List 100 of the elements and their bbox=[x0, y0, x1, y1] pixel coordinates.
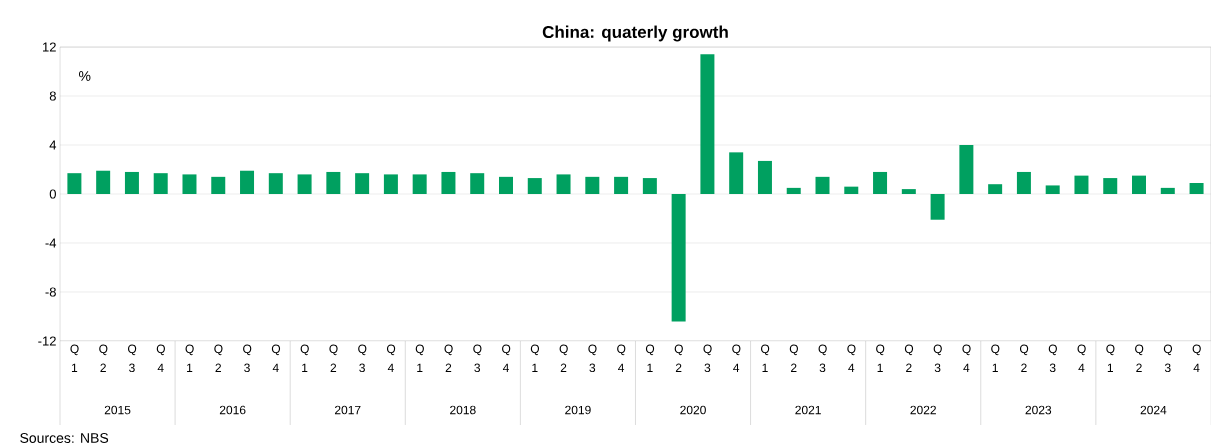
bar bbox=[642, 178, 657, 194]
bar bbox=[930, 194, 945, 220]
x-tick-label: Q 3 bbox=[358, 344, 367, 373]
bar bbox=[873, 171, 888, 194]
text: 2017 bbox=[334, 405, 361, 415]
bar bbox=[844, 186, 859, 194]
bar bbox=[1160, 187, 1175, 194]
bar bbox=[671, 194, 686, 322]
x-tick-label: Q 2 bbox=[329, 344, 338, 372]
x-tick-label: Q 1 bbox=[645, 344, 655, 372]
bar bbox=[124, 171, 139, 194]
bar bbox=[412, 174, 427, 194]
text: 2015 bbox=[104, 405, 131, 415]
x-tick-label: Q 2 bbox=[1019, 344, 1029, 372]
x-tick-label: Q 4 bbox=[271, 344, 281, 372]
bar bbox=[1189, 182, 1204, 194]
text: 2016 bbox=[219, 405, 246, 415]
x-tick-label: Q 2 bbox=[674, 344, 683, 372]
bar bbox=[815, 176, 830, 194]
x-tick-label: Q 1 bbox=[300, 344, 309, 372]
x-tick-label: Q 1 bbox=[876, 344, 885, 372]
bar bbox=[355, 173, 370, 194]
x-tick-label: Q 1 bbox=[70, 344, 79, 372]
y-tick-label: -8 bbox=[45, 287, 56, 297]
text: 2024 bbox=[1140, 405, 1167, 415]
bar bbox=[1045, 185, 1060, 194]
bar bbox=[901, 189, 916, 194]
text: 2018 bbox=[450, 405, 476, 415]
bar bbox=[268, 173, 283, 194]
bar bbox=[786, 187, 801, 194]
x-tick-label: Q 3 bbox=[128, 344, 137, 373]
bar bbox=[757, 160, 772, 194]
bar bbox=[441, 171, 456, 194]
x-tick-label: Q 4 bbox=[502, 344, 511, 372]
x-tick-label: Q 4 bbox=[732, 344, 741, 372]
x-tick-label: Q 4 bbox=[386, 344, 396, 372]
bar bbox=[988, 184, 1003, 194]
x-tick-label: Q 1 bbox=[185, 344, 194, 372]
x-tick-label: Q 3 bbox=[473, 344, 482, 373]
bar bbox=[729, 152, 744, 194]
y-tick-label: 0 bbox=[49, 189, 56, 199]
x-tick-label: Q 1 bbox=[415, 344, 424, 372]
x-tick-label: Q 3 bbox=[243, 344, 252, 373]
x-tick-label: Q 2 bbox=[1135, 344, 1144, 372]
bar bbox=[153, 173, 168, 194]
x-tick-label: Q 2 bbox=[444, 344, 453, 372]
bar bbox=[182, 174, 197, 194]
x-tick-label: Q 1 bbox=[991, 344, 1000, 372]
x-tick-label: Q 1 bbox=[1106, 344, 1115, 372]
y-tick-label: 8 bbox=[49, 91, 56, 101]
bar bbox=[383, 174, 398, 194]
bar bbox=[297, 174, 312, 194]
y-tick-label: 4 bbox=[49, 140, 57, 150]
x-tick-label: Q 4 bbox=[1077, 344, 1086, 372]
bar bbox=[700, 54, 715, 194]
bar bbox=[585, 176, 600, 194]
text: 2021 bbox=[795, 405, 821, 415]
text: 2022 bbox=[910, 405, 936, 415]
x-tick-label: Q 4 bbox=[617, 344, 626, 372]
x-tick-label: Q 3 bbox=[933, 344, 942, 373]
y-tick-label: -4 bbox=[45, 238, 57, 248]
x-tick-label: Q 4 bbox=[1192, 344, 1201, 372]
bar bbox=[96, 170, 111, 194]
bar bbox=[67, 173, 82, 194]
x-tick-label: Q 2 bbox=[789, 344, 798, 372]
x-tick-label: Q 3 bbox=[1163, 344, 1173, 373]
bar bbox=[1132, 175, 1147, 194]
x-tick-label: Q 2 bbox=[214, 344, 223, 372]
text: 2023 bbox=[1025, 405, 1052, 415]
x-tick-label: Q 3 bbox=[703, 344, 712, 373]
bar bbox=[556, 174, 571, 194]
x-tick-label: Q 1 bbox=[761, 344, 770, 372]
x-tick-label: Q 1 bbox=[530, 344, 540, 372]
x-tick-label: Q 3 bbox=[588, 344, 597, 373]
y-tick-label: -12 bbox=[38, 336, 56, 346]
bar bbox=[240, 170, 255, 194]
bar bbox=[498, 176, 513, 194]
bar bbox=[527, 178, 542, 194]
chart-title: China: quaterly growth bbox=[542, 25, 728, 42]
x-tick-label: Q 4 bbox=[847, 344, 856, 372]
bar bbox=[959, 145, 974, 194]
x-tick-label: Q 2 bbox=[99, 344, 108, 372]
bar bbox=[1103, 178, 1118, 194]
source-note: Sources: NBS bbox=[20, 433, 109, 443]
y-axis-title: % bbox=[79, 71, 91, 81]
x-tick-label: Q 2 bbox=[904, 344, 914, 372]
bar bbox=[211, 176, 226, 194]
x-tick-label: Q 4 bbox=[156, 344, 165, 372]
bar bbox=[614, 176, 629, 194]
bar bbox=[1016, 171, 1031, 194]
bar bbox=[326, 171, 341, 194]
bar bbox=[470, 173, 485, 194]
y-tick-label: 12 bbox=[43, 42, 56, 52]
text: 2019 bbox=[565, 405, 591, 415]
x-tick-label: Q 4 bbox=[962, 344, 971, 372]
x-tick-label: Q 2 bbox=[559, 344, 568, 372]
text: 2020 bbox=[680, 405, 706, 415]
x-tick-label: Q 3 bbox=[818, 344, 827, 373]
bar bbox=[1074, 175, 1089, 194]
x-tick-label: Q 3 bbox=[1048, 344, 1057, 373]
